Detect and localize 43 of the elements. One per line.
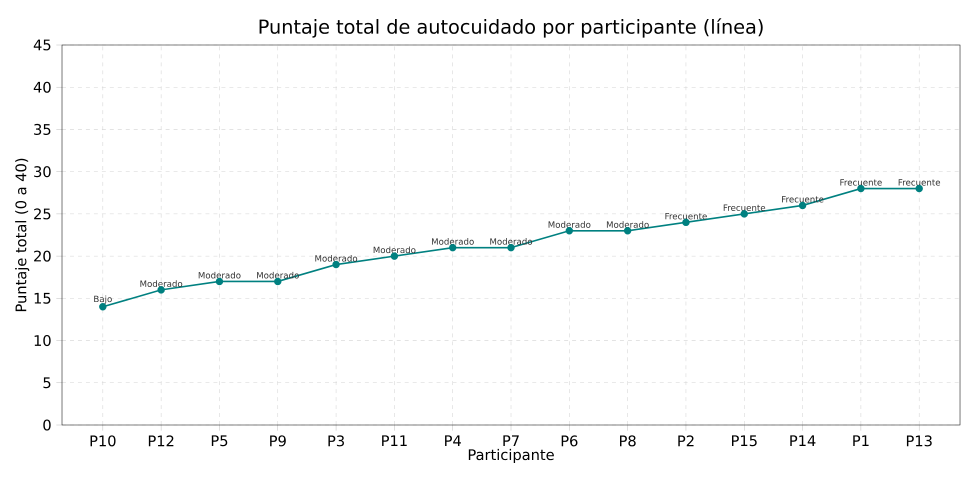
x-tick-label: P13: [906, 435, 932, 446]
data-label: Frecuente: [724, 204, 766, 211]
data-label: Bajo: [94, 295, 112, 304]
data-label: Moderado: [548, 221, 590, 228]
data-label: Frecuente: [782, 196, 824, 203]
y-tick-label: 25: [34, 208, 50, 220]
y-tick-label: 10: [34, 335, 51, 346]
data-label: Moderado: [140, 280, 182, 287]
data-label: Moderado: [374, 246, 416, 254]
chart-title: Puntaje total de autocuidado por participante (línea): [260, 18, 763, 38]
x-tick-label: P2: [678, 435, 694, 446]
data-label: Moderado: [606, 221, 649, 228]
y-tick-label: 20: [34, 250, 51, 262]
data-label: Moderado: [198, 272, 241, 279]
y-tick-label: 30: [34, 166, 51, 178]
x-tick-label: P15: [732, 435, 757, 446]
x-tick-label: P5: [212, 435, 228, 446]
x-tick-label: P4: [445, 435, 461, 446]
y-tick-label: 35: [34, 124, 50, 135]
x-tick-label: P9: [270, 435, 286, 446]
x-tick-label: P6: [562, 435, 578, 446]
x-tick-label: P7: [503, 435, 519, 446]
y-tick-label: 5: [43, 377, 50, 388]
x-tick-label: P10: [90, 435, 116, 446]
x-tick-label: P8: [620, 435, 636, 446]
y-tick-label: 45: [34, 40, 50, 50]
x-tick-label: P3: [328, 435, 344, 446]
data-label: Frecuente: [898, 179, 940, 186]
x-tick-label: P1: [853, 435, 869, 446]
y-axis-title: Puntaje total (0 a 40): [15, 158, 30, 312]
x-tick-label: P11: [382, 435, 407, 446]
y-tick-label: 40: [34, 82, 51, 93]
data-label: Moderado: [315, 254, 358, 262]
data-label: Frecuente: [840, 179, 882, 186]
data-label: Moderado: [257, 272, 299, 279]
x-tick-label: P12: [148, 435, 174, 446]
y-tick-label: 0: [43, 419, 51, 431]
data-label: Moderado: [490, 238, 532, 245]
x-axis-title: Participante: [468, 448, 554, 464]
y-tick-label: 15: [34, 292, 50, 304]
x-tick-label: P14: [790, 435, 816, 446]
data-label: Moderado: [432, 238, 474, 245]
data-label: Frecuente: [665, 212, 707, 220]
